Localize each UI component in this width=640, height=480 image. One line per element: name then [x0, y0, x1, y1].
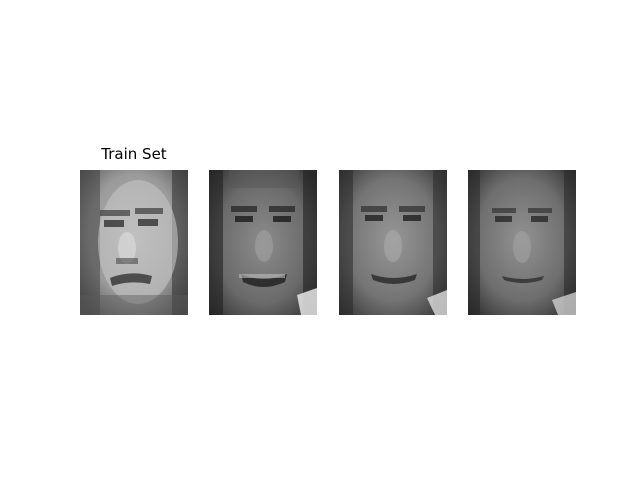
face-image-2 [209, 170, 317, 315]
face-image-3 [339, 170, 447, 315]
panel-title: Train Set [101, 145, 167, 163]
face-image-4 [468, 170, 576, 315]
face-image-1 [80, 170, 188, 315]
